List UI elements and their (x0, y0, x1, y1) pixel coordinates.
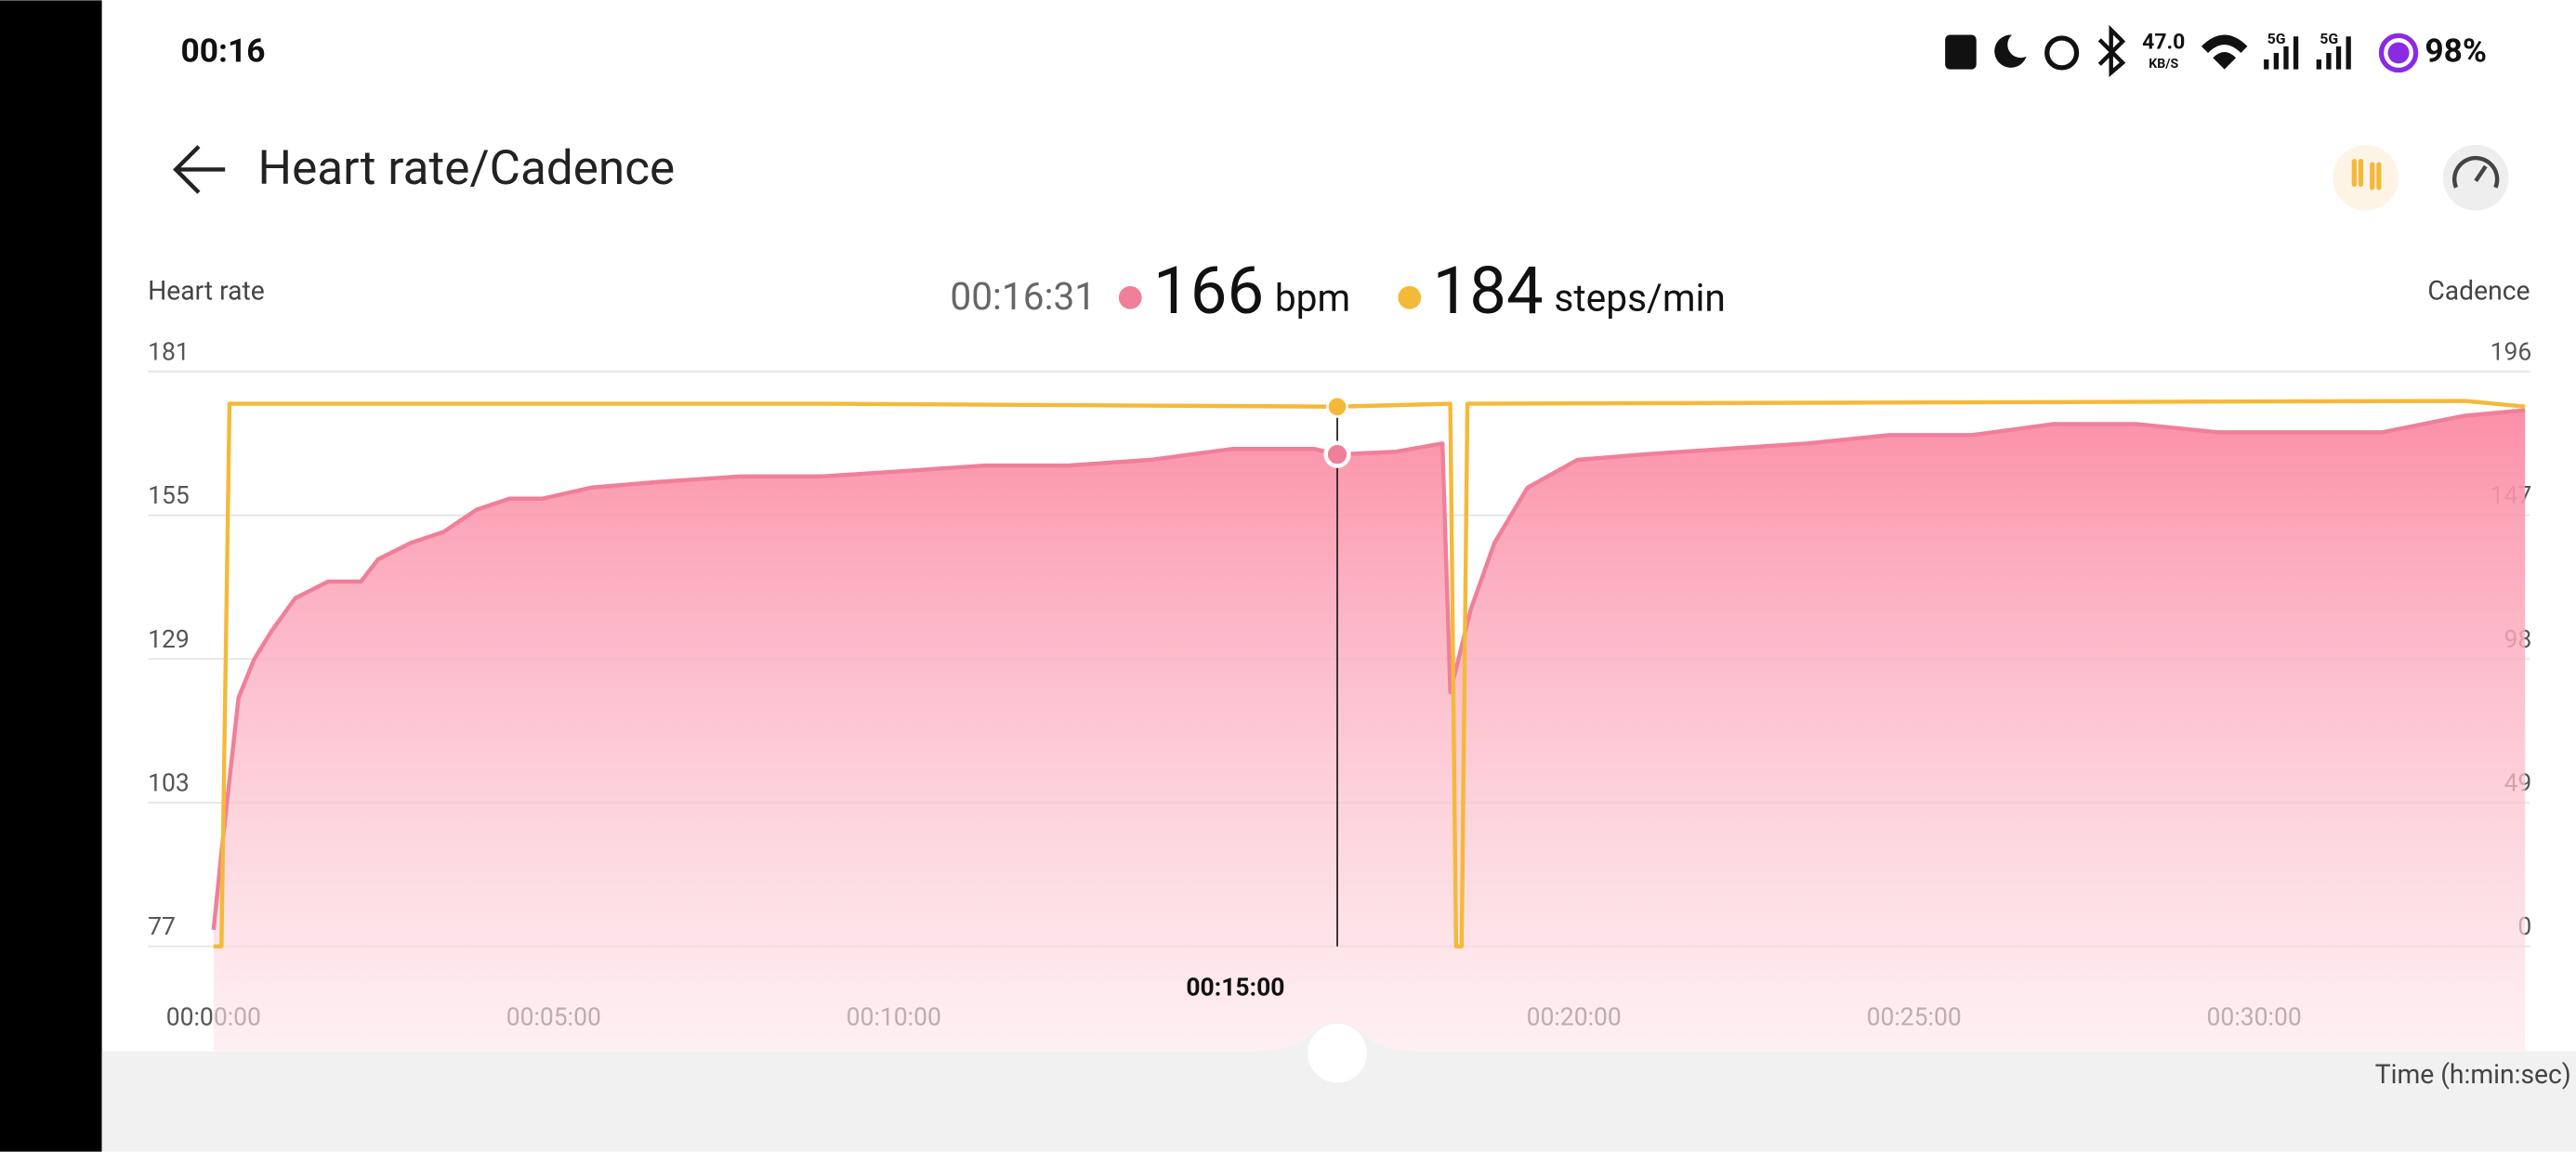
scrubber-knob[interactable] (1308, 1023, 1367, 1083)
y-tick-label: 77 (148, 912, 176, 941)
right-axis-title: Cadence (2427, 276, 2530, 307)
net-speed: 47.0 (2142, 29, 2185, 54)
y2-tick-label: 196 (2491, 337, 2532, 366)
gauge-icon (2452, 155, 2500, 189)
readout-cadence: 184 (1433, 253, 1544, 330)
battery-level: 98% (2425, 31, 2487, 70)
moon-cut (2007, 31, 2034, 59)
readout-cadence-dot (1398, 285, 1422, 309)
y-tick-label: 181 (148, 337, 190, 366)
signal-1-label: 5G (2267, 30, 2286, 47)
readout-hr: 166 (1153, 253, 1264, 330)
nfc-icon (1945, 34, 1977, 70)
back-button[interactable] (173, 145, 226, 194)
battery-ring (2378, 33, 2419, 73)
plot: 771031291551810499814719600:00:0000:05:0… (148, 337, 2532, 1052)
status-time: 00:16 (180, 31, 265, 70)
line (211, 408, 2526, 931)
page-title: Heart rate/Cadence (258, 139, 676, 196)
cadence-toggle[interactable] (2333, 144, 2399, 211)
status-icons: 47.0 KB/S 5G 5G 98% (1945, 24, 2487, 77)
signal-2-bars (2316, 36, 2351, 70)
readout-hr-unit: bpm (1275, 276, 1350, 321)
readout-time: 00:16:31 (950, 274, 1096, 319)
wifi-icon (2201, 34, 2248, 70)
cursor-hr-dot (1323, 440, 1351, 468)
left-axis-title: Heart rate (148, 276, 265, 307)
battery-core (2387, 42, 2410, 64)
x-axis-title: Time (h:min:sec) (2375, 1059, 2571, 1090)
cursor-cadence-dot (1326, 395, 1348, 418)
net-unit: KB/S (2149, 57, 2178, 72)
scrubber-label: 00:15:00 (1186, 974, 1284, 1002)
area (213, 410, 2526, 1052)
y-tick-label: 155 (148, 481, 190, 510)
signal-1-bars (2264, 36, 2299, 70)
line (213, 399, 2526, 949)
bluetooth-icon (2097, 24, 2126, 77)
readout-hr-dot (1118, 285, 1142, 309)
footprint-icon (2351, 158, 2382, 190)
readout-cadence-unit: steps/min (1554, 276, 1725, 321)
left-bezel (0, 0, 102, 1152)
y-tick-label: 103 (148, 769, 190, 798)
alarm-icon (2044, 35, 2080, 71)
y-tick-label: 129 (148, 625, 190, 654)
signal-2-label: 5G (2320, 30, 2338, 47)
